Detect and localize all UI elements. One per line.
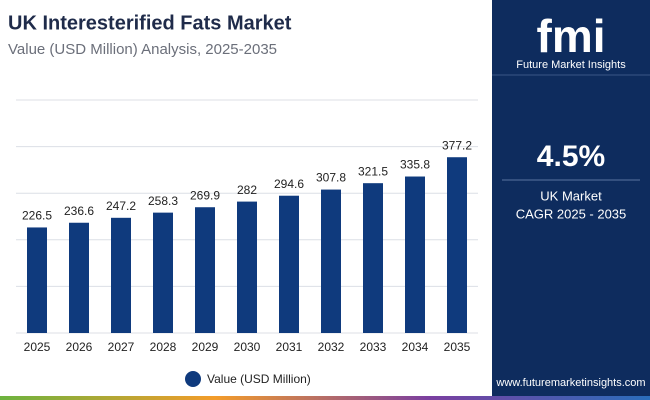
bar [405,176,425,333]
bar [111,217,131,333]
bar [69,222,89,333]
legend-swatch [185,371,201,387]
x-tick-label: 2027 [108,340,135,354]
bar [237,201,257,333]
x-tick-label: 2028 [150,340,177,354]
brand: Future Market Insights [516,59,626,71]
x-tick-label: 2031 [276,340,303,354]
x-tick-label: 2033 [360,340,387,354]
bar [279,195,299,333]
bar [195,207,215,333]
cagr-value: 4.5% [537,140,605,173]
value-label: 226.5 [22,209,52,223]
sidebar [492,0,650,400]
chart-title: UK Interesterified Fats Market [8,12,292,34]
bottom-strip [0,396,650,400]
x-tick-label: 2029 [192,340,219,354]
x-tick-label: 2032 [318,340,345,354]
value-label: 377.2 [442,138,472,152]
value-label: 294.6 [274,177,304,191]
logo: fmi [537,10,606,62]
value-label: 269.9 [190,188,220,202]
x-tick-label: 2030 [234,340,261,354]
bar [447,157,467,333]
market: UK Market [540,188,602,203]
x-tick-label: 2034 [402,340,429,354]
chart-subtitle: Value (USD Million) Analysis, 2025-2035 [8,41,277,58]
x-tick-label: 2025 [24,340,51,354]
value-label: 321.5 [358,164,388,178]
period: CAGR 2025 - 2035 [516,206,627,221]
bar [27,227,47,333]
x-tick-label: 2035 [444,340,471,354]
bar [321,189,341,333]
bar [153,212,173,333]
value-label: 335.8 [400,158,430,172]
value-label: 236.6 [64,204,94,218]
url: www.futuremarketinsights.com [495,377,645,389]
bar [363,183,383,333]
legend-label: Value (USD Million) [207,372,311,386]
value-label: 307.8 [316,171,346,185]
value-label: 282 [237,183,257,197]
value-label: 258.3 [148,194,178,208]
x-tick-label: 2026 [66,340,93,354]
value-label: 247.2 [106,199,136,213]
